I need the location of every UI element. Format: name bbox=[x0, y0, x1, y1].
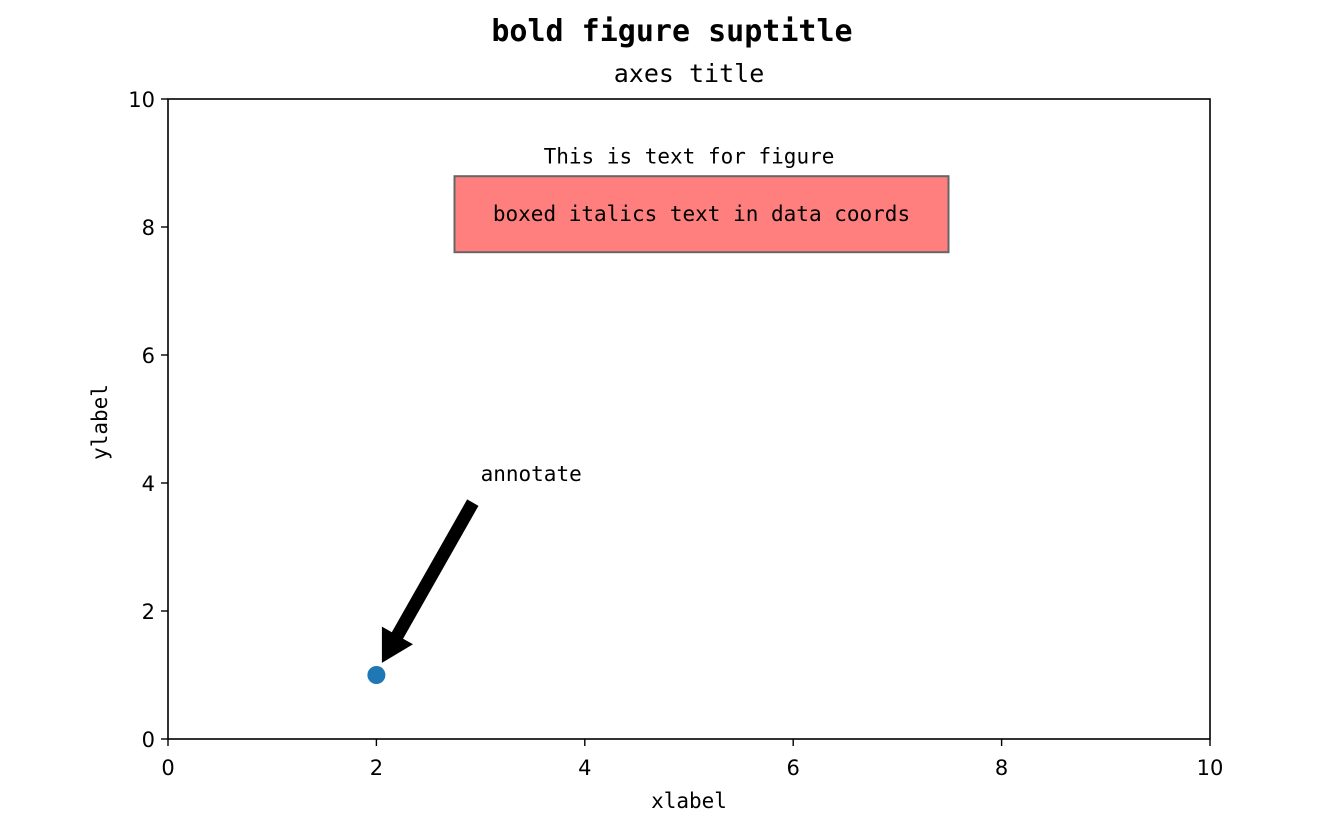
annotation-arrow: annotate bbox=[381, 462, 582, 663]
text-box bbox=[453, 175, 950, 254]
x-axis-label: xlabel bbox=[651, 789, 727, 813]
axes-frame bbox=[167, 98, 1211, 740]
boxed-text: boxed italics text in data coords bbox=[453, 175, 950, 254]
x-tick-label: 0 bbox=[161, 756, 174, 780]
figure-suptitle: bold figure suptitle bbox=[491, 14, 852, 49]
axes-title: axes title bbox=[614, 59, 765, 88]
y-tick-label: 8 bbox=[142, 216, 155, 240]
arrow-shape bbox=[381, 499, 479, 663]
y-tick-label: 6 bbox=[142, 344, 155, 368]
figure-text: This is text for figure bbox=[544, 145, 835, 169]
plot-area: This is text for figure boxed italics tex… bbox=[367, 145, 950, 684]
boxed-text-label: boxed italics text in data coords bbox=[493, 202, 910, 226]
x-tick-label: 10 bbox=[1197, 756, 1224, 780]
x-axis: 0 2 4 6 8 10 bbox=[161, 739, 1223, 780]
annotate-label: annotate bbox=[481, 462, 582, 486]
x-tick-label: 2 bbox=[370, 756, 383, 780]
y-tick-label: 10 bbox=[128, 88, 155, 112]
y-axis-label: ylabel bbox=[88, 384, 112, 460]
x-tick-label: 6 bbox=[787, 756, 800, 780]
x-tick-label: 4 bbox=[578, 756, 591, 780]
y-tick-label: 0 bbox=[142, 728, 155, 752]
x-tick-label: 8 bbox=[995, 756, 1008, 780]
y-tick-label: 4 bbox=[142, 472, 155, 496]
data-point bbox=[367, 666, 386, 684]
y-tick-label: 2 bbox=[142, 600, 155, 624]
y-axis: 0 2 4 6 8 10 bbox=[128, 88, 168, 752]
